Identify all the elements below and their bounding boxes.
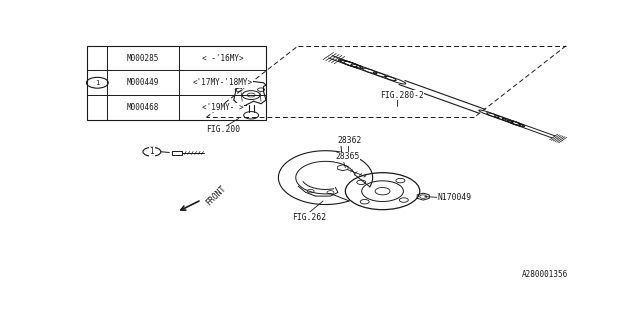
Text: M000449: M000449 [127,78,159,87]
Text: FIG.262: FIG.262 [292,212,326,221]
Text: < -'16MY>: < -'16MY> [202,54,243,63]
Text: FRONT: FRONT [204,184,228,208]
Text: <'17MY-'18MY>: <'17MY-'18MY> [193,78,253,87]
Text: FIG.280-2: FIG.280-2 [380,91,424,100]
FancyBboxPatch shape [88,46,266,120]
Text: FIG.200: FIG.200 [207,125,241,134]
Text: M000468: M000468 [127,103,159,112]
Text: M000285: M000285 [127,54,159,63]
Text: 28365: 28365 [335,152,360,161]
Text: N170049: N170049 [437,193,471,202]
Text: <'19MY- >: <'19MY- > [202,103,243,112]
Text: 1: 1 [150,147,154,156]
Text: 28362: 28362 [338,136,362,145]
Text: A280001356: A280001356 [522,270,568,279]
Text: 1: 1 [95,80,99,86]
